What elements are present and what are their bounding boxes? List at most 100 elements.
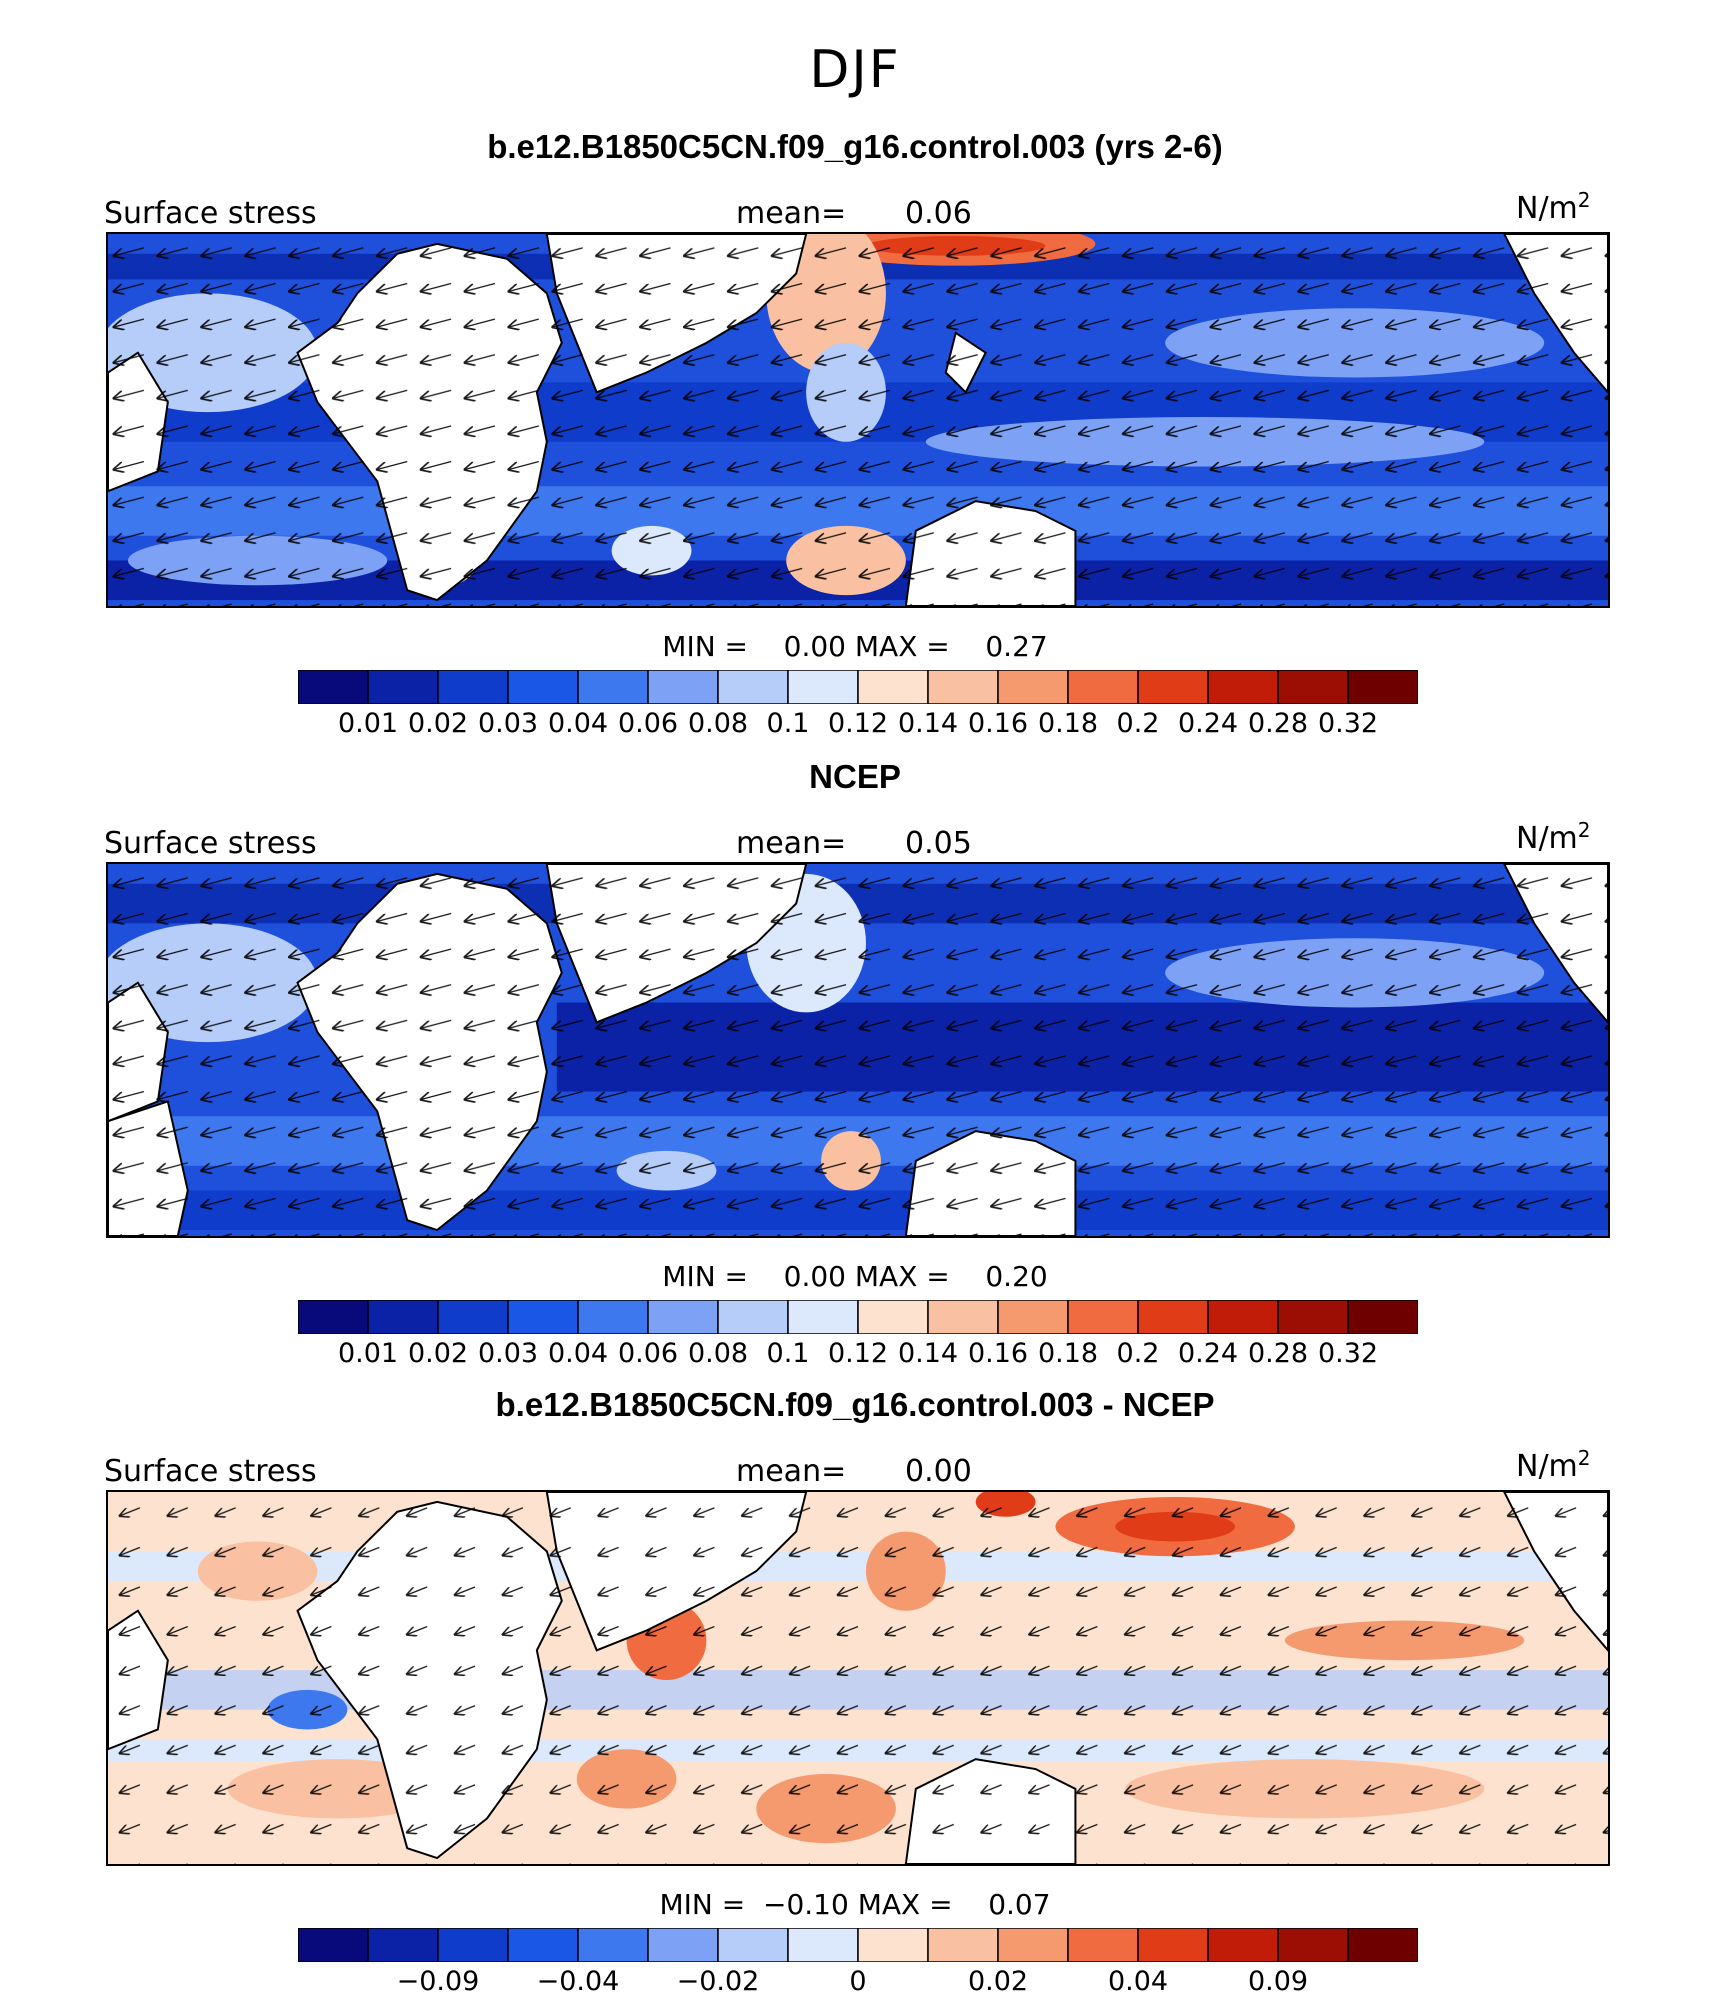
panel-2-map [106,862,1610,1238]
colorbar-tick-label: 0.04 [547,708,609,739]
colorbar-swatch [437,1300,509,1334]
panel-2-mean-value: 0.05 [905,826,972,861]
colorbar-tick-label: 0.02 [407,1338,469,1369]
colorbar-swatch [1347,1300,1418,1334]
colorbar-swatch [647,670,719,704]
panel-3-colorbar [298,1928,1418,1962]
panel-3-colorbar-ticks: −0.09 −0.04 −0.02 0 0.02 0.04 0.09 [298,1966,1418,2000]
figure-title: DJF [809,40,901,100]
colorbar-swatch [647,1928,719,1962]
colorbar-swatch [298,670,369,704]
panel-1-colorbar-ticks: 0.01 0.02 0.03 0.04 0.06 0.08 0.1 0.12 0.14 0.16 0… [298,708,1418,742]
colorbar-swatch [507,1300,579,1334]
colorbar-tick-label: 0.24 [1177,1338,1239,1369]
colorbar-tick-label: 0.06 [617,708,679,739]
colorbar-swatch [927,670,999,704]
colorbar-swatch [507,670,579,704]
panel-3-title: b.e12.B1850C5CN.f09_g16.control.003 - NC… [495,1386,1215,1423]
panel-1-mean-label: mean= [736,196,847,231]
colorbar-swatch [298,1300,369,1334]
colorbar-tick-label: 0.09 [1247,1966,1309,1997]
panel-1-variable-label: Surface stress [104,196,317,231]
panel-3-mean-label: mean= [736,1454,847,1489]
colorbar-tick-label: 0.18 [1037,1338,1099,1369]
colorbar-tick-label: 0.16 [967,1338,1029,1369]
colorbar-swatch [437,1928,509,1962]
panel-2-mean-label: mean= [736,826,847,861]
panel-3-variable-label: Surface stress [104,1454,317,1489]
colorbar-swatch [437,670,509,704]
colorbar-tick-label: 0.2 [1116,1338,1160,1369]
panel-1-title: b.e12.B1850C5CN.f09_g16.control.003 (yrs… [487,128,1223,165]
panel-3-minmax: MIN = −0.10 MAX = 0.07 [659,1888,1051,1921]
panel-1-mean-value: 0.06 [905,196,972,231]
colorbar-tick-label: 0.12 [827,708,889,739]
colorbar-tick-label: 0.16 [967,708,1029,739]
panel-1-unit: N/m2 [1516,188,1591,226]
panel-1-minmax: MIN = 0.00 MAX = 0.27 [662,630,1048,663]
colorbar-tick-label: 0.08 [687,708,749,739]
colorbar-tick-label: 0.03 [477,708,539,739]
colorbar-tick-label: 0.28 [1247,1338,1309,1369]
panel-2-minmax: MIN = 0.00 MAX = 0.20 [662,1260,1048,1293]
colorbar-tick-label: 0.02 [407,708,469,739]
colorbar-swatch [647,1300,719,1334]
colorbar-tick-label: 0.01 [337,1338,399,1369]
colorbar-swatch [997,1300,1069,1334]
panel-2-colorbar-ticks: 0.01 0.02 0.03 0.04 0.06 0.08 0.1 0.12 0.14 0.16 0… [298,1338,1418,1372]
colorbar-tick-label: 0.12 [827,1338,889,1369]
colorbar-swatch [1277,670,1349,704]
colorbar-tick-label: 0.06 [617,1338,679,1369]
colorbar-swatch [507,1928,579,1962]
colorbar-tick-label: 0.04 [547,1338,609,1369]
colorbar-tick-label: 0.28 [1247,708,1309,739]
colorbar-swatch [857,1928,929,1962]
colorbar-tick-label: 0.14 [897,1338,959,1369]
colorbar-swatch [1207,1300,1279,1334]
colorbar-tick-label: 0.18 [1037,708,1099,739]
colorbar-tick-label: 0 [849,1966,867,1997]
colorbar-swatch [717,1928,789,1962]
colorbar-tick-label: 0.02 [967,1966,1029,1997]
colorbar-swatch [1137,670,1209,704]
colorbar-swatch [577,1300,649,1334]
colorbar-tick-label: 0.32 [1317,708,1379,739]
colorbar-swatch [367,1300,439,1334]
colorbar-tick-label: 0.04 [1107,1966,1169,1997]
colorbar-swatch [717,1300,789,1334]
colorbar-swatch [857,670,929,704]
colorbar-tick-label: −0.04 [536,1966,620,1997]
panel-2-variable-label: Surface stress [104,826,317,861]
colorbar-tick-label: −0.09 [396,1966,480,1997]
colorbar-tick-label: 0.14 [897,708,959,739]
colorbar-swatch [1347,1928,1418,1962]
panel-2-title: NCEP [809,758,901,795]
colorbar-swatch [787,1300,859,1334]
colorbar-swatch [367,1928,439,1962]
panel-2-colorbar [298,1300,1418,1334]
colorbar-tick-label: 0.2 [1116,708,1160,739]
panel-3-map [106,1490,1610,1866]
colorbar-swatch [927,1300,999,1334]
colorbar-swatch [367,670,439,704]
panel-3-unit: N/m2 [1516,1446,1591,1484]
colorbar-swatch [577,670,649,704]
colorbar-tick-label: 0.1 [766,708,810,739]
colorbar-tick-label: 0.08 [687,1338,749,1369]
colorbar-swatch [717,670,789,704]
panel-1-map [106,232,1610,608]
colorbar-swatch [857,1300,929,1334]
colorbar-swatch [997,1928,1069,1962]
colorbar-swatch [577,1928,649,1962]
colorbar-swatch [1137,1300,1209,1334]
panel-3-mean-value: 0.00 [905,1454,972,1489]
colorbar-swatch [1067,670,1139,704]
colorbar-tick-label: 0.24 [1177,708,1239,739]
colorbar-swatch [298,1928,369,1962]
colorbar-swatch [1067,1928,1139,1962]
colorbar-tick-label: 0.03 [477,1338,539,1369]
colorbar-swatch [1207,1928,1279,1962]
colorbar-swatch [787,670,859,704]
colorbar-swatch [1277,1300,1349,1334]
panel-1-colorbar [298,670,1418,704]
